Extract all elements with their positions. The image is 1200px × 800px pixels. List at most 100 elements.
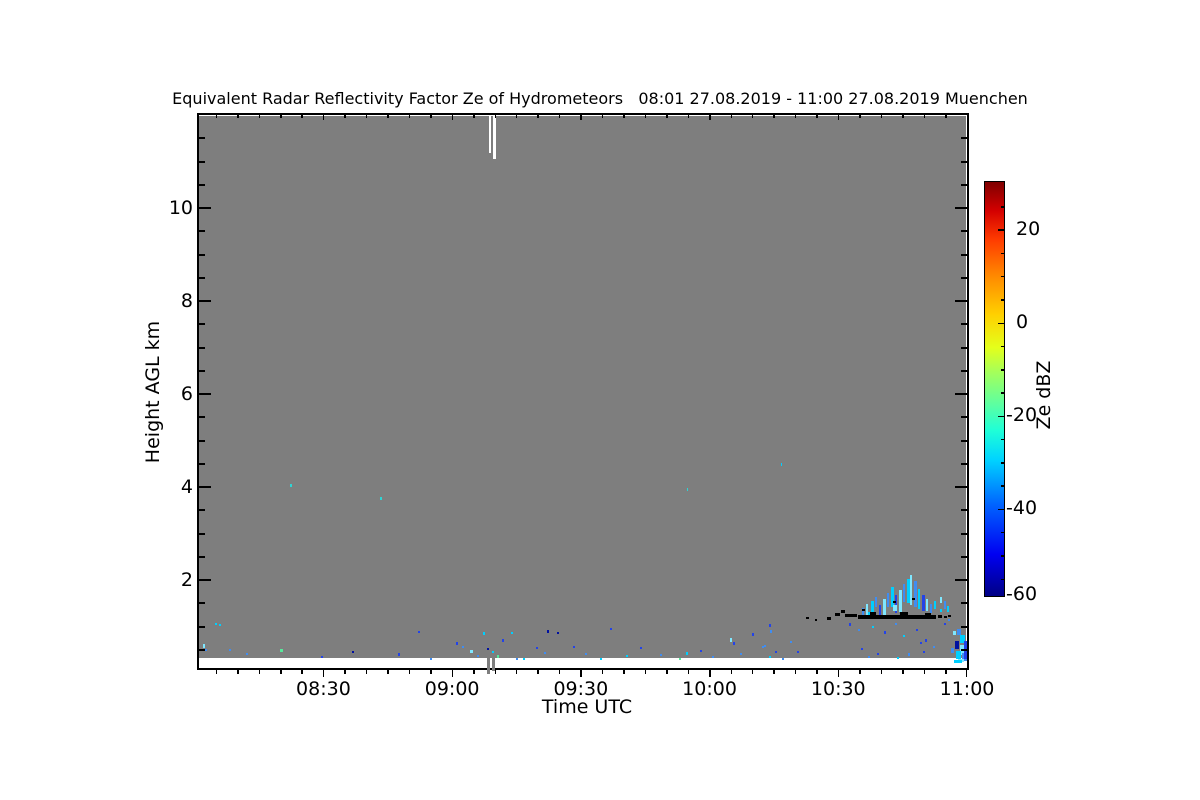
echo-plume xyxy=(883,599,886,615)
colorbar-tick xyxy=(1001,555,1004,557)
echo-plume xyxy=(887,593,889,607)
echo-speck xyxy=(456,642,458,645)
point-target-trace xyxy=(858,615,936,619)
x-tick-top xyxy=(601,115,604,118)
colorbar-tick-label: 20 xyxy=(1016,218,1041,240)
x-tick-top xyxy=(322,115,325,120)
x-tick-bottom xyxy=(623,668,625,674)
x-tick-bottom xyxy=(859,668,861,674)
echo-plume xyxy=(903,584,905,602)
y-tick-left xyxy=(199,602,205,605)
y-tick-left xyxy=(199,300,211,302)
data-gap-column xyxy=(489,116,491,153)
echo-speck xyxy=(536,647,538,649)
point-target-trace xyxy=(944,616,947,618)
echo-speck xyxy=(687,488,688,491)
y-tick-right xyxy=(961,532,967,535)
y-tick-left xyxy=(199,346,205,349)
echo-speck xyxy=(516,658,518,660)
x-tick-top xyxy=(430,115,432,118)
echo-blob xyxy=(960,635,965,643)
echo-speck xyxy=(557,632,559,634)
x-tick-top xyxy=(687,115,690,118)
colorbar-tick xyxy=(1001,485,1004,487)
colorbar-tick xyxy=(998,415,1004,418)
echo-speck xyxy=(483,632,485,635)
x-tick-top xyxy=(794,115,797,118)
x-tick-top xyxy=(558,115,561,118)
colorbar-tick xyxy=(1001,275,1004,278)
x-tick-bottom xyxy=(794,668,797,674)
x-tick-label: 09:00 xyxy=(424,678,480,700)
y-tick-right xyxy=(961,137,967,140)
echo-speck xyxy=(944,623,946,625)
colorbar-tick xyxy=(1001,369,1004,371)
point-target-trace xyxy=(806,617,809,619)
x-tick-top xyxy=(644,115,647,118)
y-tick-left xyxy=(199,230,205,233)
colorbar-tick xyxy=(1001,392,1004,394)
echo-speck xyxy=(600,658,602,660)
echo-speck xyxy=(380,497,382,500)
x-tick-bottom xyxy=(215,668,218,674)
x-tick-bottom xyxy=(709,668,711,677)
data-gap-column xyxy=(493,116,496,159)
x-tick-top xyxy=(237,115,239,118)
x-tick-bottom xyxy=(515,668,518,674)
colorbar-tick xyxy=(1001,345,1004,348)
y-tick-left xyxy=(199,416,205,419)
colorbar-tick xyxy=(1001,206,1004,208)
y-tick-right xyxy=(961,160,967,163)
x-tick-bottom xyxy=(237,668,239,674)
x-tick-top xyxy=(301,115,303,118)
echo-blob xyxy=(953,631,956,635)
x-tick-bottom xyxy=(687,668,690,674)
echo-plume xyxy=(934,601,936,609)
y-tick-left xyxy=(199,183,205,186)
echo-speck xyxy=(770,630,772,633)
y-tick-left xyxy=(199,323,205,326)
echo-plume xyxy=(879,605,881,615)
echo-speck xyxy=(610,628,612,630)
echo-plume xyxy=(922,595,925,611)
y-tick-right xyxy=(961,416,967,419)
echo-speck xyxy=(215,623,217,625)
x-tick-top xyxy=(344,115,346,118)
colorbar-tick-label: -60 xyxy=(1006,583,1038,605)
y-tick-right xyxy=(955,393,967,395)
x-tick-bottom xyxy=(945,668,947,674)
x-tick-top xyxy=(751,115,754,118)
y-tick-left xyxy=(199,137,205,140)
echo-speck xyxy=(740,653,742,655)
y-tick-left xyxy=(199,160,205,163)
x-tick-bottom xyxy=(365,668,368,674)
x-tick-bottom xyxy=(730,668,733,674)
y-tick-left xyxy=(199,393,211,395)
echo-plume xyxy=(930,604,932,613)
x-tick-bottom xyxy=(751,668,754,674)
echo-speck xyxy=(280,649,283,652)
colorbar-gradient xyxy=(985,182,1004,596)
colorbar-tick xyxy=(1001,462,1004,464)
x-tick-top xyxy=(494,115,497,118)
echo-speck xyxy=(925,639,927,642)
y-tick-right xyxy=(961,509,967,512)
y-tick-left xyxy=(199,486,211,488)
echo-speck xyxy=(908,653,910,656)
colorbar-tick xyxy=(998,322,1004,324)
echo-plume xyxy=(899,590,902,612)
echo-speck xyxy=(782,658,784,660)
x-tick-bottom xyxy=(923,668,926,674)
echo-speck xyxy=(205,649,207,651)
y-tick-right xyxy=(961,462,967,465)
x-tick-top xyxy=(580,115,582,120)
x-tick-top xyxy=(816,115,818,118)
echo-speck xyxy=(775,651,777,653)
x-tick-top xyxy=(859,115,861,118)
colorbar-tick xyxy=(1001,578,1004,581)
y-tick-left xyxy=(199,648,205,651)
echo-speck xyxy=(487,648,489,650)
colorbar-title: Ze dBZ xyxy=(1033,360,1055,430)
echo-plume xyxy=(862,608,864,616)
